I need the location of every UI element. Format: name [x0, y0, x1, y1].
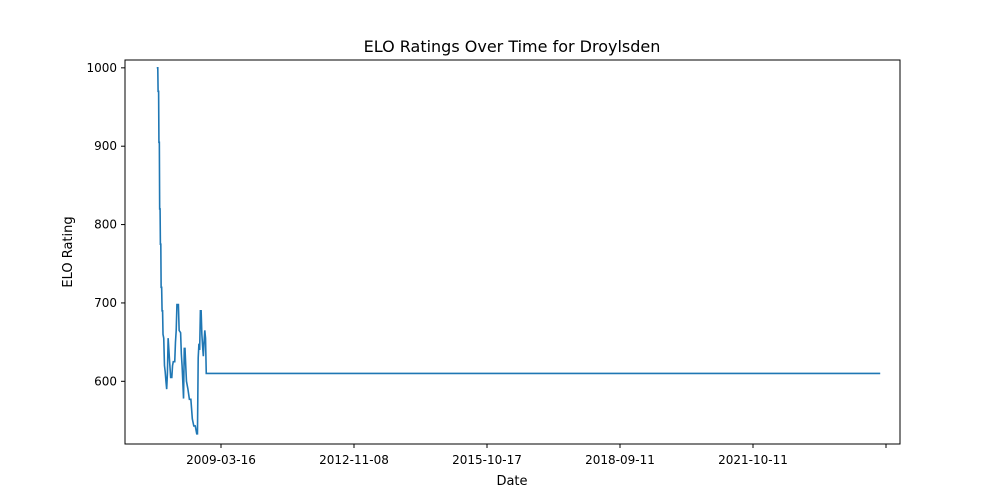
- x-tick-label: 2015-10-17: [452, 453, 522, 467]
- series-layer: [156, 67, 881, 435]
- elo-series-line: [156, 67, 881, 435]
- y-axis: 600 700 800 900 1000: [86, 61, 125, 388]
- x-tick-label: 2009-03-16: [186, 453, 256, 467]
- chart-title: ELO Ratings Over Time for Droylsden: [364, 37, 661, 56]
- y-axis-label: ELO Rating: [61, 216, 76, 287]
- y-tick-label: 900: [94, 139, 117, 153]
- y-tick-label: 1000: [86, 61, 117, 75]
- y-tick-label: 700: [94, 296, 117, 310]
- x-axis: 2009-03-16 2012-11-08 2015-10-17 2018-09-11…: [186, 444, 887, 467]
- x-tick-label: 2021-10-11: [718, 453, 788, 467]
- y-tick-label: 600: [94, 374, 117, 388]
- y-tick-label: 800: [94, 218, 117, 232]
- x-axis-label: Date: [496, 474, 527, 489]
- x-tick-label: 2018-09-11: [585, 453, 655, 467]
- x-tick-label: 2012-11-08: [319, 453, 389, 467]
- plot-area-frame: [124, 59, 901, 445]
